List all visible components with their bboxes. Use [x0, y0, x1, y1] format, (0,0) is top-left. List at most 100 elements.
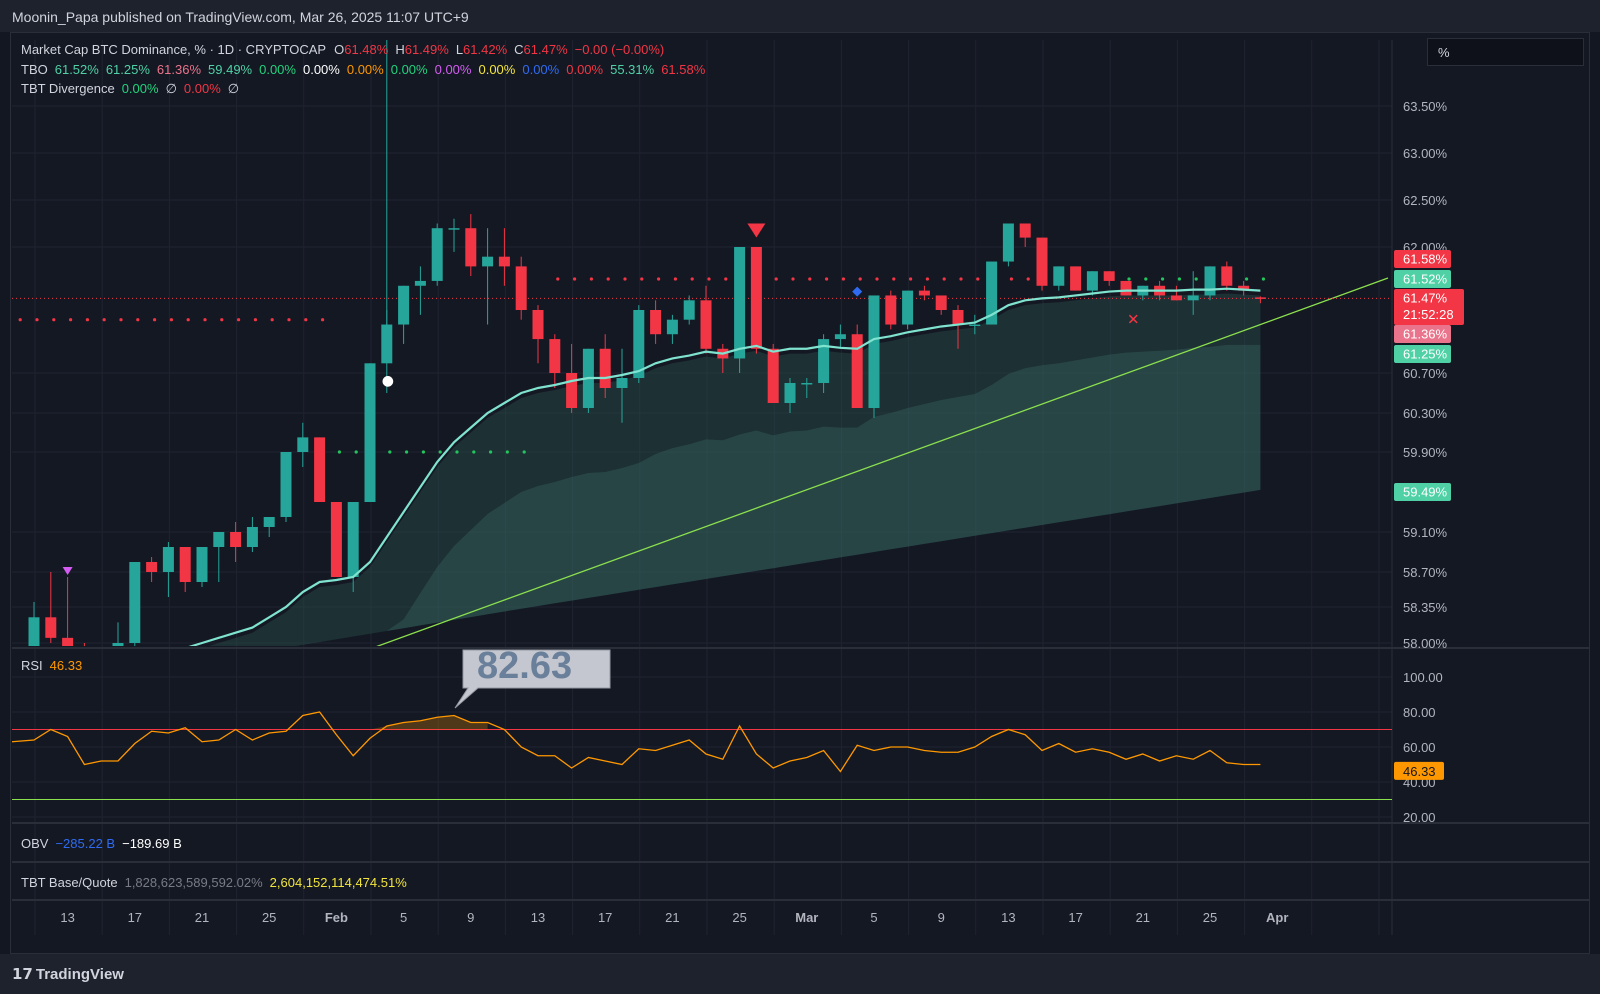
- level-dot: [321, 318, 325, 322]
- time-tick-label: 5: [870, 910, 877, 925]
- candle-body: [1002, 223, 1014, 262]
- level-dot: [1009, 277, 1014, 281]
- candle-body: [801, 383, 813, 385]
- tbo-cloud-bear: [34, 669, 1260, 705]
- footer-bar: 𝟭𝟳 TradingView: [0, 954, 1600, 994]
- candle-body: [330, 502, 342, 577]
- tradingview-logo-icon: 𝟭𝟳: [12, 966, 33, 983]
- level-dot: [1161, 277, 1165, 281]
- price-badge-bg: [1394, 483, 1451, 501]
- time-tick-label: 17: [128, 910, 142, 925]
- level-dot: [35, 318, 39, 322]
- level-dot: [1261, 277, 1265, 281]
- candle-body: [1086, 271, 1098, 291]
- tbo-cloud-fast: [209, 293, 1261, 646]
- price-badge-label: 61.25%: [1403, 347, 1448, 362]
- level-dot: [169, 318, 173, 322]
- level-dot: [808, 277, 812, 281]
- level-dot: [1245, 277, 1249, 281]
- bq-value: 2,604,152,114,474.51%: [269, 875, 407, 890]
- candle-body: [297, 437, 309, 452]
- diamond-marker: [852, 286, 863, 297]
- level-dot: [875, 277, 879, 281]
- candle-body: [767, 348, 779, 403]
- candle-body: [986, 261, 998, 325]
- candle-body: [179, 547, 191, 582]
- time-tick-label: 5: [400, 910, 407, 925]
- legend-change: −0.00 (−0.00%): [574, 42, 665, 57]
- tbo-value: 0.00%: [390, 62, 428, 77]
- candle-body: [566, 373, 578, 408]
- time-tick-label: 13: [60, 910, 74, 925]
- white-marker: ●: [382, 373, 394, 389]
- candle-body: [549, 339, 561, 373]
- chart-frame[interactable]: [10, 32, 1590, 954]
- level-dot: [1127, 277, 1131, 281]
- candle-body: [633, 310, 645, 378]
- candle-body: [868, 295, 880, 408]
- level-dot: [791, 277, 795, 281]
- candle-body: [851, 334, 863, 408]
- price-badges: 61.58% 61.52% 61.47%21:52:28 61.36% 61.25% 59…: [1394, 250, 1464, 501]
- time-tick-label: Feb: [325, 910, 348, 925]
- obv-value: −189.69 B: [122, 836, 182, 851]
- level-dot: [455, 450, 459, 454]
- sell-signal-triangle: [747, 223, 766, 238]
- level-dot: [337, 450, 341, 454]
- level-dot: [505, 450, 509, 454]
- candle-body: [885, 295, 897, 325]
- level-dot: [287, 318, 291, 322]
- tbo-value: 55.31%: [610, 62, 655, 77]
- candle-body: [1204, 266, 1216, 296]
- candle-body: [1120, 280, 1132, 296]
- candle-body: [952, 310, 964, 325]
- candle-body: [448, 228, 460, 230]
- tbo-value: 0.00%: [302, 62, 340, 77]
- level-dot: [673, 277, 678, 281]
- candle-body: [1254, 297, 1266, 299]
- candle-body: [162, 547, 174, 572]
- level-dot: [102, 318, 106, 322]
- level-dot: [354, 450, 358, 454]
- legend-rsi-name: RSI: [21, 658, 43, 673]
- rsi-callout-value: 82.63: [477, 645, 572, 687]
- legend-high-label: H: [395, 42, 405, 57]
- candle-body: [818, 339, 830, 383]
- unit-selector[interactable]: %: [1427, 38, 1584, 66]
- rsi-tick-label: 60.00: [1403, 740, 1436, 755]
- legend-low-label: L: [455, 42, 464, 57]
- tbt-div-value: 0.00%: [183, 81, 221, 96]
- tradingview-logo[interactable]: 𝟭𝟳 TradingView: [12, 965, 124, 983]
- candle-body: [129, 562, 141, 643]
- price-tick-label: 60.70%: [1403, 366, 1448, 381]
- time-tick-label: 9: [938, 910, 945, 925]
- candle-body: [112, 643, 124, 646]
- candle-body: [398, 285, 410, 325]
- candle-body: [146, 562, 158, 572]
- tradingview-logo-text: TradingView: [35, 966, 124, 983]
- level-dot: [52, 318, 56, 322]
- candle-body: [1187, 295, 1199, 301]
- tbo-value: 61.36%: [156, 62, 202, 77]
- candle-body: [750, 247, 762, 349]
- price-badge-bg: [1394, 345, 1451, 363]
- price-badge-bg: [1394, 325, 1451, 343]
- candle-body: [532, 310, 544, 340]
- price-badge-label: 61.52%: [1403, 272, 1448, 287]
- price-badge-label: 61.36%: [1403, 327, 1448, 342]
- price-tick-label: 59.90%: [1403, 445, 1448, 460]
- level-dot: [438, 450, 442, 454]
- rsi-tick-label: 100.00: [1403, 670, 1443, 685]
- publish-header: Moonin_Papa published on TradingView.com…: [0, 0, 1600, 32]
- level-dot: [825, 277, 829, 281]
- legend-tbo: TBO 61.52% 61.25% 61.36% 59.49% 0.00% 0.00% 0.0…: [21, 62, 712, 77]
- level-dot: [85, 318, 89, 322]
- legend-main: Market Cap BTC Dominance, % · 1D · CRYPT…: [21, 42, 671, 57]
- candle-body: [213, 532, 225, 547]
- tbo-value: 0.00%: [522, 62, 560, 77]
- signal-marker-down: [62, 567, 73, 575]
- legend-low: 61.42%: [463, 42, 508, 57]
- level-dot: [388, 450, 392, 454]
